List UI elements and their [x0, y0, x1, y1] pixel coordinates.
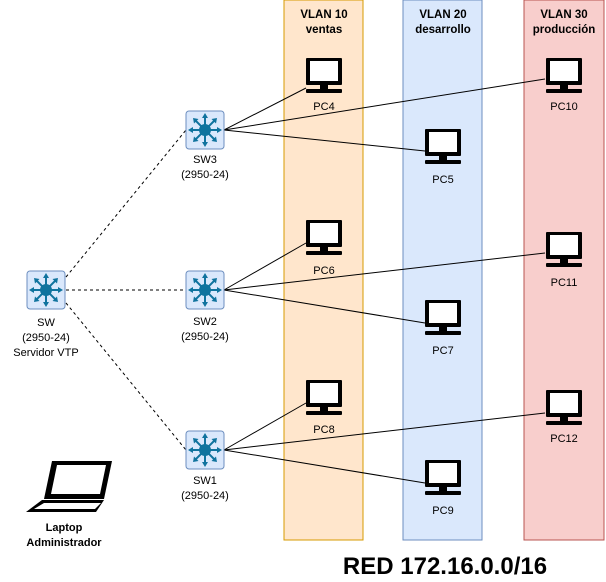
vlan-30-title: VLAN 30 [540, 9, 587, 21]
vlan-30-name: producción [533, 24, 596, 36]
switch-icon [185, 430, 225, 470]
link-sw1-pc8 [223, 402, 307, 451]
switch-sw2-name: SW2 [193, 316, 217, 328]
link-sw2-pc11 [223, 252, 546, 291]
link-sw2-pc6 [223, 242, 307, 291]
trunk-link-sw1 [65, 302, 187, 451]
link-sw3-pc4 [223, 87, 307, 131]
switch-core-role: Servidor VTP [13, 347, 78, 359]
pc-pc11[interactable]: PC11 [546, 232, 582, 289]
pc10-label: PC10 [550, 101, 578, 113]
switch-sw2[interactable]: SW2 (2950-24) [181, 270, 229, 343]
pc-pc5[interactable]: PC5 [425, 129, 461, 186]
vlan-10-title: VLAN 10 [300, 9, 347, 21]
pc-pc10[interactable]: PC10 [546, 58, 582, 113]
laptop-label-2: Administrador [26, 537, 102, 549]
pc-pc8[interactable]: PC8 [306, 380, 342, 436]
laptop-icon [26, 461, 112, 512]
switch-sw3-name: SW3 [193, 154, 217, 166]
pc8-label: PC8 [313, 424, 334, 436]
switch-sw1-model: (2950-24) [181, 490, 229, 502]
pc12-label: PC12 [550, 433, 578, 445]
laptop-label-1: Laptop [46, 522, 83, 534]
link-sw1-pc9 [223, 449, 426, 484]
link-sw1-pc12 [223, 412, 546, 451]
switch-icon [185, 110, 225, 150]
trunk-link-sw3 [65, 129, 187, 278]
vlan-10-name: ventas [306, 24, 342, 36]
switch-sw2-model: (2950-24) [181, 331, 229, 343]
pc11-label: PC11 [551, 277, 578, 289]
trunk-links [65, 129, 187, 451]
pc-pc4[interactable]: PC4 [306, 58, 342, 113]
vlan-20-column: VLAN 20 desarrollo [402, 0, 483, 541]
pc-pc9[interactable]: PC9 [425, 460, 461, 517]
vlan-20-title: VLAN 20 [419, 9, 466, 21]
pc6-label: PC6 [313, 265, 334, 277]
switch-icon [185, 270, 225, 310]
laptop-admin[interactable]: Laptop Administrador [26, 461, 112, 549]
switch-sw1[interactable]: SW1 (2950-24) [181, 430, 229, 502]
link-sw2-pc7 [223, 289, 426, 324]
switch-sw1-name: SW1 [193, 475, 217, 487]
pc-pc6[interactable]: PC6 [306, 220, 342, 277]
switch-sw3-model: (2950-24) [181, 169, 229, 181]
access-links [223, 78, 546, 484]
switch-core-model: (2950-24) [22, 332, 70, 344]
link-sw3-pc10 [223, 78, 546, 131]
pc-pc12[interactable]: PC12 [546, 390, 582, 445]
pc5-label: PC5 [432, 174, 453, 186]
network-title: RED 172.16.0.0/16 [343, 553, 547, 580]
switch-core[interactable]: SW (2950-24) Servidor VTP [13, 270, 79, 359]
link-sw3-pc5 [223, 129, 426, 152]
vlan-20-name: desarrollo [415, 24, 471, 36]
pc7-label: PC7 [432, 345, 453, 357]
pc-pc7[interactable]: PC7 [425, 300, 461, 357]
switch-sw3[interactable]: SW3 (2950-24) [181, 110, 229, 181]
switch-core-name: SW [37, 317, 55, 329]
pc9-label: PC9 [432, 505, 453, 517]
pc4-label: PC4 [313, 101, 334, 113]
switch-icon [26, 270, 66, 310]
